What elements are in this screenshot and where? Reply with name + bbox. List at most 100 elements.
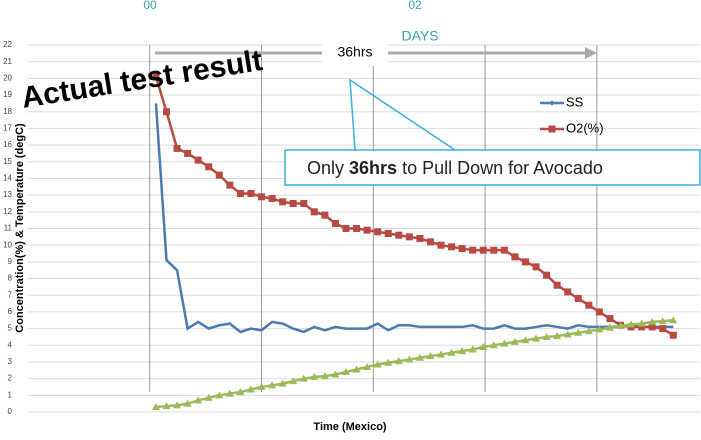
plot [151,73,678,410]
y-tick-label: 7 [8,290,13,299]
callout-text: Only 36hrs to Pull Down for Avocado [307,158,603,178]
marker [426,238,434,246]
marker [416,235,424,243]
marker [373,360,382,368]
y-tick-label: 1 [8,390,13,399]
marker [194,156,202,164]
y-tick-label: 4 [8,340,13,349]
marker [173,144,181,152]
marker [279,198,287,206]
marker [510,337,519,345]
span-box [322,40,388,66]
marker [331,370,340,378]
marker [289,377,298,385]
marker [490,246,498,254]
marker [151,402,160,410]
marker [353,225,361,232]
legend-label: SS [566,94,584,109]
marker [584,327,593,335]
y-tick-label: 18 [3,107,12,116]
marker [585,301,593,309]
marker [257,382,266,390]
y-tick-label: 6 [8,307,13,316]
marker [173,401,182,409]
marker [574,295,582,303]
series-line [155,319,674,409]
marker [342,225,350,232]
marker [162,108,170,116]
marker [468,345,477,353]
arrow-head [585,47,597,59]
y-tick-label: 3 [8,357,13,366]
marker [669,316,678,324]
marker [268,381,277,389]
marker [226,181,234,189]
y-tick-label: 14 [3,174,12,183]
y-tick-label: 15 [3,157,12,166]
marker [532,263,540,271]
marker [194,396,203,404]
y-tick-label: 16 [3,140,12,149]
marker [458,347,467,355]
marker [563,330,572,338]
marker [553,332,562,340]
y-tick-label: 22 [3,40,12,49]
marker [299,374,308,382]
marker [532,334,541,342]
marker [489,341,498,349]
y-tick-label: 20 [3,73,12,82]
marker [152,73,160,81]
y-tick-label: 0 [8,407,13,416]
marker [395,231,403,239]
marker [426,352,435,360]
marker [310,372,319,380]
marker [278,379,287,387]
marker [310,208,318,216]
top-label: 00 [143,0,157,12]
marker [542,332,551,340]
callout-box [286,151,699,184]
y-tick-label: 17 [3,124,12,133]
marker [448,243,456,251]
marker [616,322,625,330]
marker [374,228,382,236]
marker [638,323,646,331]
y-tick-label: 11 [4,224,13,233]
marker [549,100,555,106]
y-tick-label: 10 [3,240,12,249]
marker [521,258,529,266]
marker [162,402,171,410]
marker [215,171,223,179]
marker [648,317,657,325]
marker [500,339,509,347]
marker [637,319,646,327]
y-tick-label: 13 [3,190,12,199]
marker [595,325,604,333]
marker [331,219,339,227]
marker [225,389,234,397]
marker [521,336,530,344]
marker [415,353,424,361]
marker [341,367,350,375]
marker [258,193,266,201]
marker [564,288,572,296]
marker [469,246,477,254]
marker [669,331,677,339]
marker [289,199,297,207]
marker [205,163,213,171]
marker [606,315,614,323]
marker [384,230,392,238]
series-line [154,103,674,334]
marker [627,320,636,328]
y-tick-label: 5 [8,324,13,333]
marker [658,317,667,325]
days-label: DAYS [401,28,438,44]
marker [321,211,329,219]
marker [458,245,466,253]
marker [543,271,551,279]
marker [548,125,556,133]
marker [300,199,308,207]
callout-part: to Pull Down for Avocado [397,158,603,178]
y-axis-label: Concentration(%) & Temperature (degC) [14,123,26,333]
